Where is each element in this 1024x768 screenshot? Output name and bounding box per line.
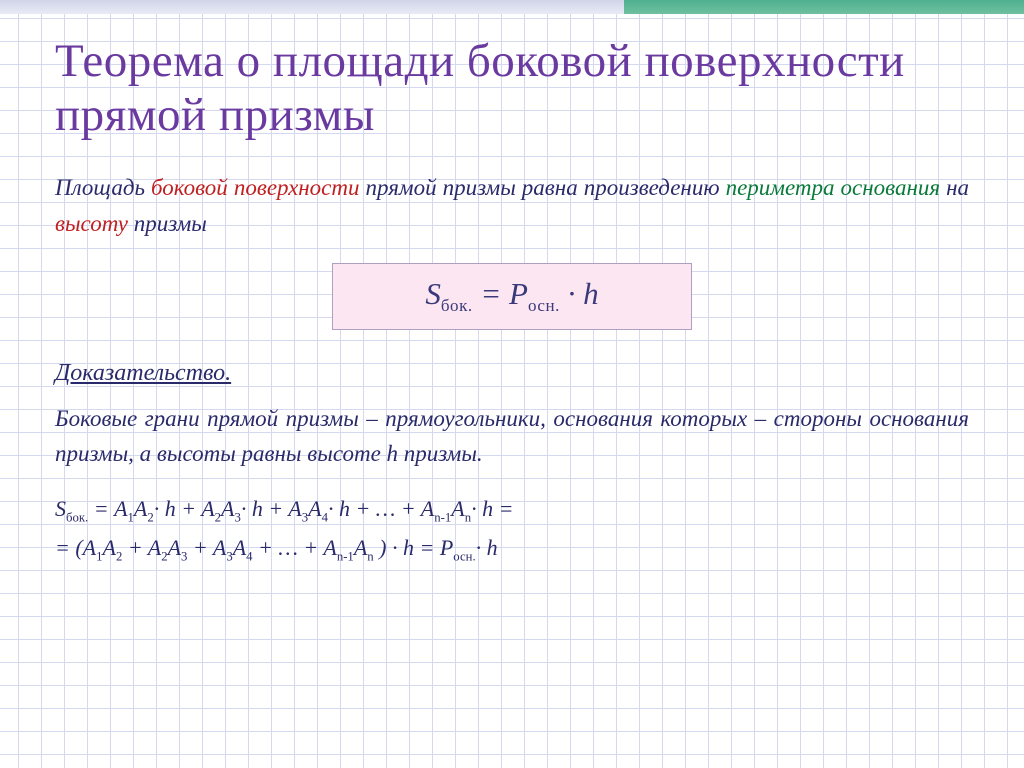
slide-title: Теорема о площади боковой поверхности пр… <box>55 34 969 142</box>
proof-text: Боковые грани прямой призмы – прямоуголь… <box>55 401 969 472</box>
equation-line-2: = (A1A2 + A2A3 + A3A4 + … + An-1An ) · h… <box>55 529 969 568</box>
eq-seg: + A <box>187 535 226 560</box>
theorem-hl-perimeter: периметра основания <box>726 175 940 200</box>
eq-seg: + A <box>122 535 161 560</box>
eq-seg: + … + A <box>253 535 337 560</box>
eq-seg: = (A <box>55 535 96 560</box>
formula-rhs2: h <box>583 276 599 311</box>
formula-rhs1-sub: осн. <box>528 297 560 316</box>
eq-seg: A <box>451 496 464 521</box>
eq-sub: n-1 <box>434 510 451 524</box>
eq-seg: · h = <box>471 496 513 521</box>
formula-rhs1: P <box>509 276 528 311</box>
theorem-statement: Площадь боковой поверхности прямой призм… <box>55 170 969 241</box>
eq-seg: A <box>168 535 181 560</box>
eq-seg: · h <box>476 535 498 560</box>
eq-seg: = A <box>88 496 127 521</box>
slide-top-bar <box>0 0 1024 14</box>
formula-lhs: S <box>425 276 441 311</box>
theorem-hl-lateral: боковой поверхности <box>151 175 360 200</box>
formula-eq: = <box>473 276 509 311</box>
theorem-part: на <box>940 175 969 200</box>
formula-dot: · <box>560 276 583 311</box>
slide-content: Теорема о площади боковой поверхности пр… <box>0 14 1024 768</box>
theorem-hl-height: высоту <box>55 211 128 236</box>
eq-seg: ) · h = P <box>374 535 454 560</box>
eq-seg: A <box>134 496 147 521</box>
eq-seg: S <box>55 496 66 521</box>
theorem-part: призмы <box>128 211 207 236</box>
eq-sub: осн. <box>453 549 475 563</box>
eq-seg: A <box>221 496 234 521</box>
formula-box: Sбок. = Pосн. · h <box>332 263 692 329</box>
eq-seg: · h + A <box>154 496 215 521</box>
eq-seg: A <box>233 535 246 560</box>
eq-sub: n-1 <box>337 549 354 563</box>
eq-sub: бок. <box>66 510 88 524</box>
proof-heading: Доказательство. <box>55 360 969 387</box>
equation-line-1: Sбок. = A1A2· h + A2A3· h + A3A4· h + … … <box>55 490 969 529</box>
eq-seg: · h + A <box>241 496 302 521</box>
eq-seg: A <box>354 535 367 560</box>
formula-lhs-sub: бок. <box>441 297 473 316</box>
eq-seg: A <box>103 535 116 560</box>
theorem-part: Площадь <box>55 175 151 200</box>
eq-seg: A <box>308 496 321 521</box>
eq-seg: · h + … + A <box>328 496 434 521</box>
theorem-part: прямой призмы равна произведению <box>360 175 726 200</box>
